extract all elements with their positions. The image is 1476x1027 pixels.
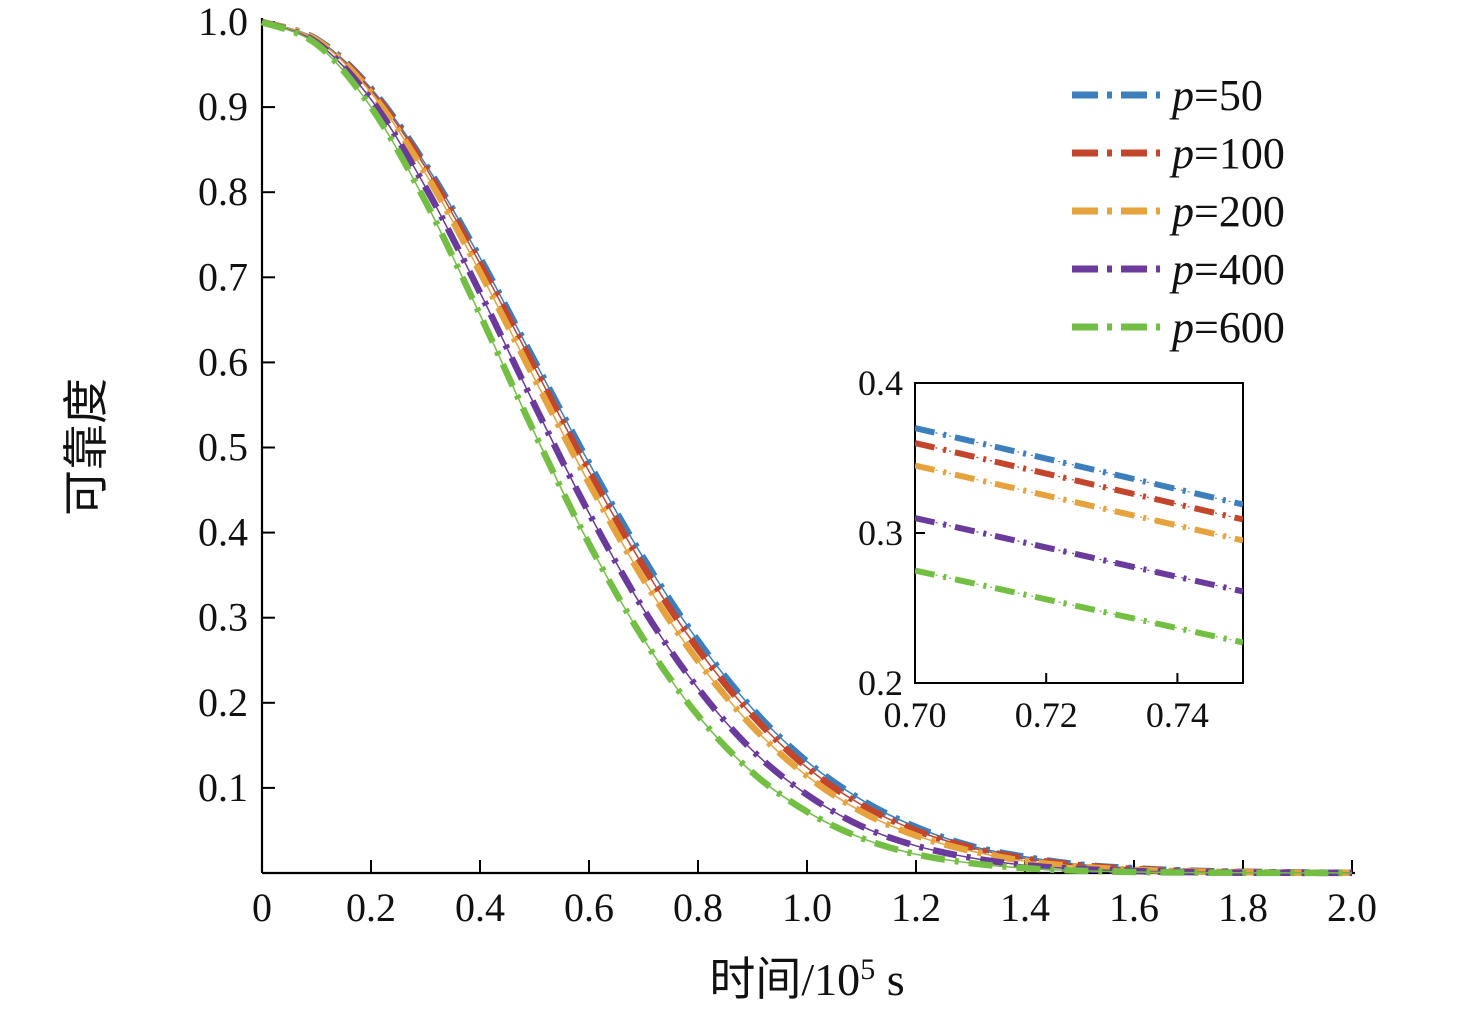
y-tick-label: 0.1: [198, 765, 248, 810]
y-tick-label: 0.4: [198, 510, 248, 555]
inset-curve-dash-p=600: [915, 567, 1243, 646]
legend-label-p=50: p=50: [1169, 71, 1263, 120]
inset-curve-p=50: [915, 425, 1243, 508]
legend-entry-p=600: p=600: [1072, 303, 1285, 352]
inset: 0.70 0.72 0.74 0.2 0.3 0.4: [858, 363, 1244, 735]
inset-curve-dash-p=50: [915, 425, 1243, 508]
y-tick-label: 0.2: [198, 680, 248, 725]
inset-curve-dash-p=400: [915, 515, 1243, 595]
x-tick-label: 1.4: [1000, 885, 1050, 930]
x-tick-label: 1.2: [891, 885, 941, 930]
inset-y-tick-label: 0.4: [858, 363, 903, 403]
legend-entry-p=50: p=50: [1072, 71, 1263, 120]
x-tick-label: 1.0: [782, 885, 832, 930]
curve-p=600: [261, 18, 1353, 877]
x-axis-title: 时间/105 s: [709, 953, 904, 1005]
y-tick-label: 0.6: [198, 339, 248, 384]
y-tick-label: 0.9: [198, 84, 248, 129]
legend-entry-p=400: p=400: [1072, 245, 1285, 294]
y-tick-label: 0.8: [198, 169, 248, 214]
y-axis-title: 可靠度: [61, 378, 112, 516]
legend: p=50 p=100 p=200 p=400 p=600: [1072, 71, 1285, 352]
legend-entry-p=200: p=200: [1072, 187, 1285, 236]
inset-curve-dash-p=200: [915, 462, 1243, 544]
x-tick-label: 1.6: [1109, 885, 1159, 930]
inset-x-tick-label: 0.72: [1015, 695, 1078, 735]
x-tick-label: 0.4: [455, 885, 505, 930]
y-tick-label: 1.0: [198, 0, 248, 44]
legend-entry-p=100: p=100: [1072, 129, 1285, 178]
inset-x-tick-label: 0.74: [1146, 695, 1209, 735]
x-tick-label: 0: [252, 885, 272, 930]
x-tick-label: 1.8: [1218, 885, 1268, 930]
legend-label-p=100: p=100: [1169, 129, 1285, 178]
x-tick-label: 0.2: [346, 885, 396, 930]
inset-y-tick-label: 0.2: [858, 663, 903, 703]
inset-curves-group: [915, 425, 1243, 646]
inset-curve-p=400: [915, 515, 1243, 595]
legend-label-p=200: p=200: [1169, 187, 1285, 236]
legend-label-p=400: p=400: [1169, 245, 1285, 294]
legend-label-p=600: p=600: [1169, 303, 1285, 352]
inset-frame: [914, 382, 1244, 684]
y-tick-label: 0.3: [198, 595, 248, 640]
x-tick-label: 2.0: [1327, 885, 1377, 930]
x-tick-label: 0.6: [564, 885, 614, 930]
inset-y-tick-label: 0.3: [858, 513, 903, 553]
inset-curve-p=100: [915, 440, 1243, 523]
inset-curve-p=200: [915, 462, 1243, 544]
curves-group: [261, 18, 1353, 877]
curve-dash-p=600: [261, 18, 1353, 877]
x-tick-label: 0.8: [673, 885, 723, 930]
y-tick-label: 0.5: [198, 425, 248, 470]
inset-curve-dash-p=100: [915, 440, 1243, 523]
inset-curve-p=600: [915, 567, 1243, 646]
y-tick-label: 0.7: [198, 254, 248, 299]
inset-x-tick-label: 0.70: [884, 695, 947, 735]
